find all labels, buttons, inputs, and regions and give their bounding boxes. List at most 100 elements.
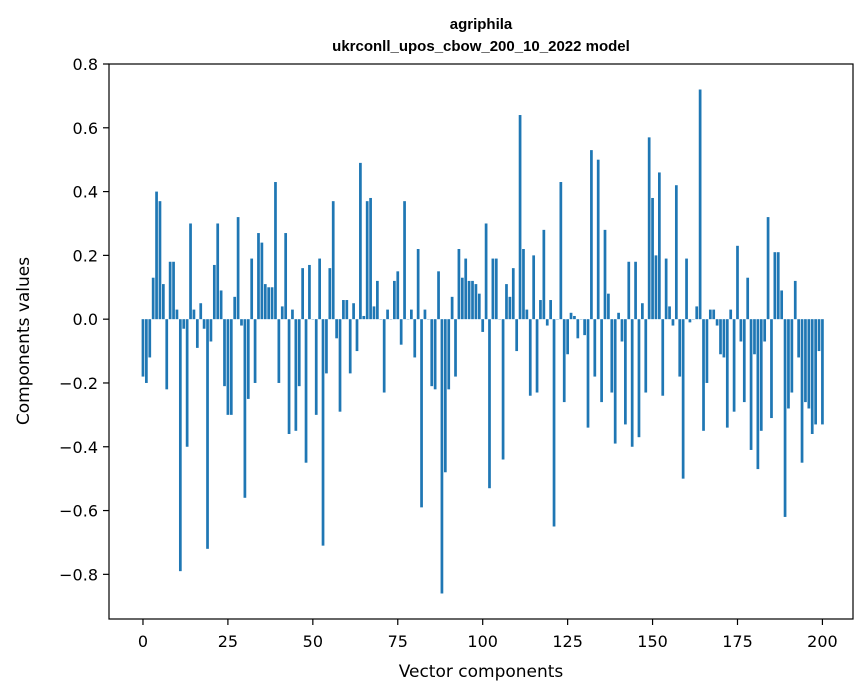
bar-158	[678, 319, 682, 377]
bar-138	[610, 319, 614, 393]
bar-11	[178, 319, 182, 572]
bar-83	[423, 309, 427, 320]
bar-111	[518, 115, 522, 320]
bar-63	[355, 319, 359, 352]
bar-149	[647, 137, 651, 320]
bar-101	[484, 223, 488, 320]
bar-19	[206, 319, 209, 549]
bar-141	[620, 319, 624, 342]
bar-91	[450, 296, 454, 320]
bar-12	[182, 319, 186, 329]
bar-167	[708, 309, 712, 320]
bar-107	[505, 284, 508, 320]
bar-28	[236, 217, 240, 320]
bar-80	[413, 319, 417, 358]
bar-68	[372, 306, 376, 320]
x-tick-label: 0	[138, 632, 148, 651]
bar-49	[308, 264, 311, 320]
bar-188	[780, 290, 784, 320]
bar-169	[715, 319, 719, 326]
bar-156	[671, 319, 675, 326]
bar-196	[807, 319, 811, 409]
bar-153	[661, 319, 665, 396]
y-tick-label: −0.2	[59, 374, 98, 393]
y-tick-label: −0.8	[59, 565, 98, 584]
y-axis-ticks: −0.8 −0.6 −0.4 −0.2 0.0 0.2 0.4 0.6 0.8	[59, 55, 109, 584]
bar-143	[627, 261, 631, 320]
bar-164	[698, 89, 702, 320]
bar-178	[746, 277, 750, 320]
bar-33	[253, 319, 257, 383]
bar-98	[474, 284, 478, 320]
bar-147	[641, 303, 644, 320]
bar-150	[651, 197, 654, 320]
bar-51	[314, 319, 318, 415]
bar-113	[525, 309, 529, 320]
bar-108	[508, 296, 512, 320]
bar-124	[562, 319, 566, 403]
bar-148	[644, 319, 648, 393]
bar-139	[613, 319, 617, 444]
bars-group	[141, 89, 824, 594]
bar-125	[566, 319, 569, 355]
bar-175	[736, 245, 739, 320]
bar-145	[634, 261, 637, 320]
bar-195	[804, 319, 807, 403]
y-tick-label: 0.8	[73, 55, 98, 74]
bar-47	[301, 268, 304, 320]
x-tick-label: 50	[303, 632, 323, 651]
bar-74	[393, 280, 396, 320]
bar-86	[433, 319, 437, 390]
bar-81	[416, 249, 420, 320]
bar-100	[481, 319, 485, 332]
bar-106	[501, 319, 505, 460]
bar-44	[291, 309, 294, 320]
y-tick-label: −0.6	[59, 502, 98, 521]
y-axis-label: Components values	[14, 257, 34, 425]
bar-119	[545, 319, 549, 326]
bar-54	[325, 319, 328, 374]
bar-102	[488, 319, 491, 489]
bar-200	[821, 319, 824, 425]
x-tick-label: 25	[218, 632, 238, 651]
bar-48	[304, 319, 308, 463]
bar-165	[702, 319, 705, 431]
bar-27	[233, 296, 237, 320]
bar-37	[267, 287, 271, 320]
bar-17	[199, 303, 203, 320]
bar-174	[732, 319, 736, 412]
bar-121	[552, 319, 556, 527]
bar-180	[753, 319, 756, 355]
bar-22	[216, 223, 220, 320]
bar-26	[229, 319, 233, 415]
chart-title-line2: ukrconll_upos_cbow_200_10_2022 model	[332, 38, 630, 55]
bar-34	[257, 233, 260, 320]
bar-7	[165, 319, 169, 390]
x-tick-label: 125	[552, 632, 583, 651]
bar-176	[739, 319, 743, 342]
bar-66	[365, 201, 369, 320]
bar-8	[168, 261, 172, 320]
bar-87	[437, 271, 440, 320]
bar-45	[294, 319, 298, 431]
bar-95	[464, 258, 468, 320]
bar-170	[719, 319, 722, 355]
bar-157	[674, 185, 678, 320]
bar-182	[759, 319, 763, 431]
bar-154	[664, 258, 668, 320]
bar-194	[800, 319, 804, 463]
bar-191	[790, 319, 794, 393]
bar-20	[209, 319, 213, 342]
bar-132	[590, 150, 593, 320]
bar-163	[695, 306, 699, 320]
bar-64	[359, 162, 362, 320]
bar-35	[260, 242, 264, 320]
bar-59	[342, 300, 345, 320]
bar-126	[569, 312, 573, 320]
bar-197	[810, 319, 814, 434]
bar-40	[277, 319, 281, 383]
bar-155	[668, 306, 671, 320]
bar-72	[386, 309, 389, 320]
bar-187	[776, 252, 780, 320]
